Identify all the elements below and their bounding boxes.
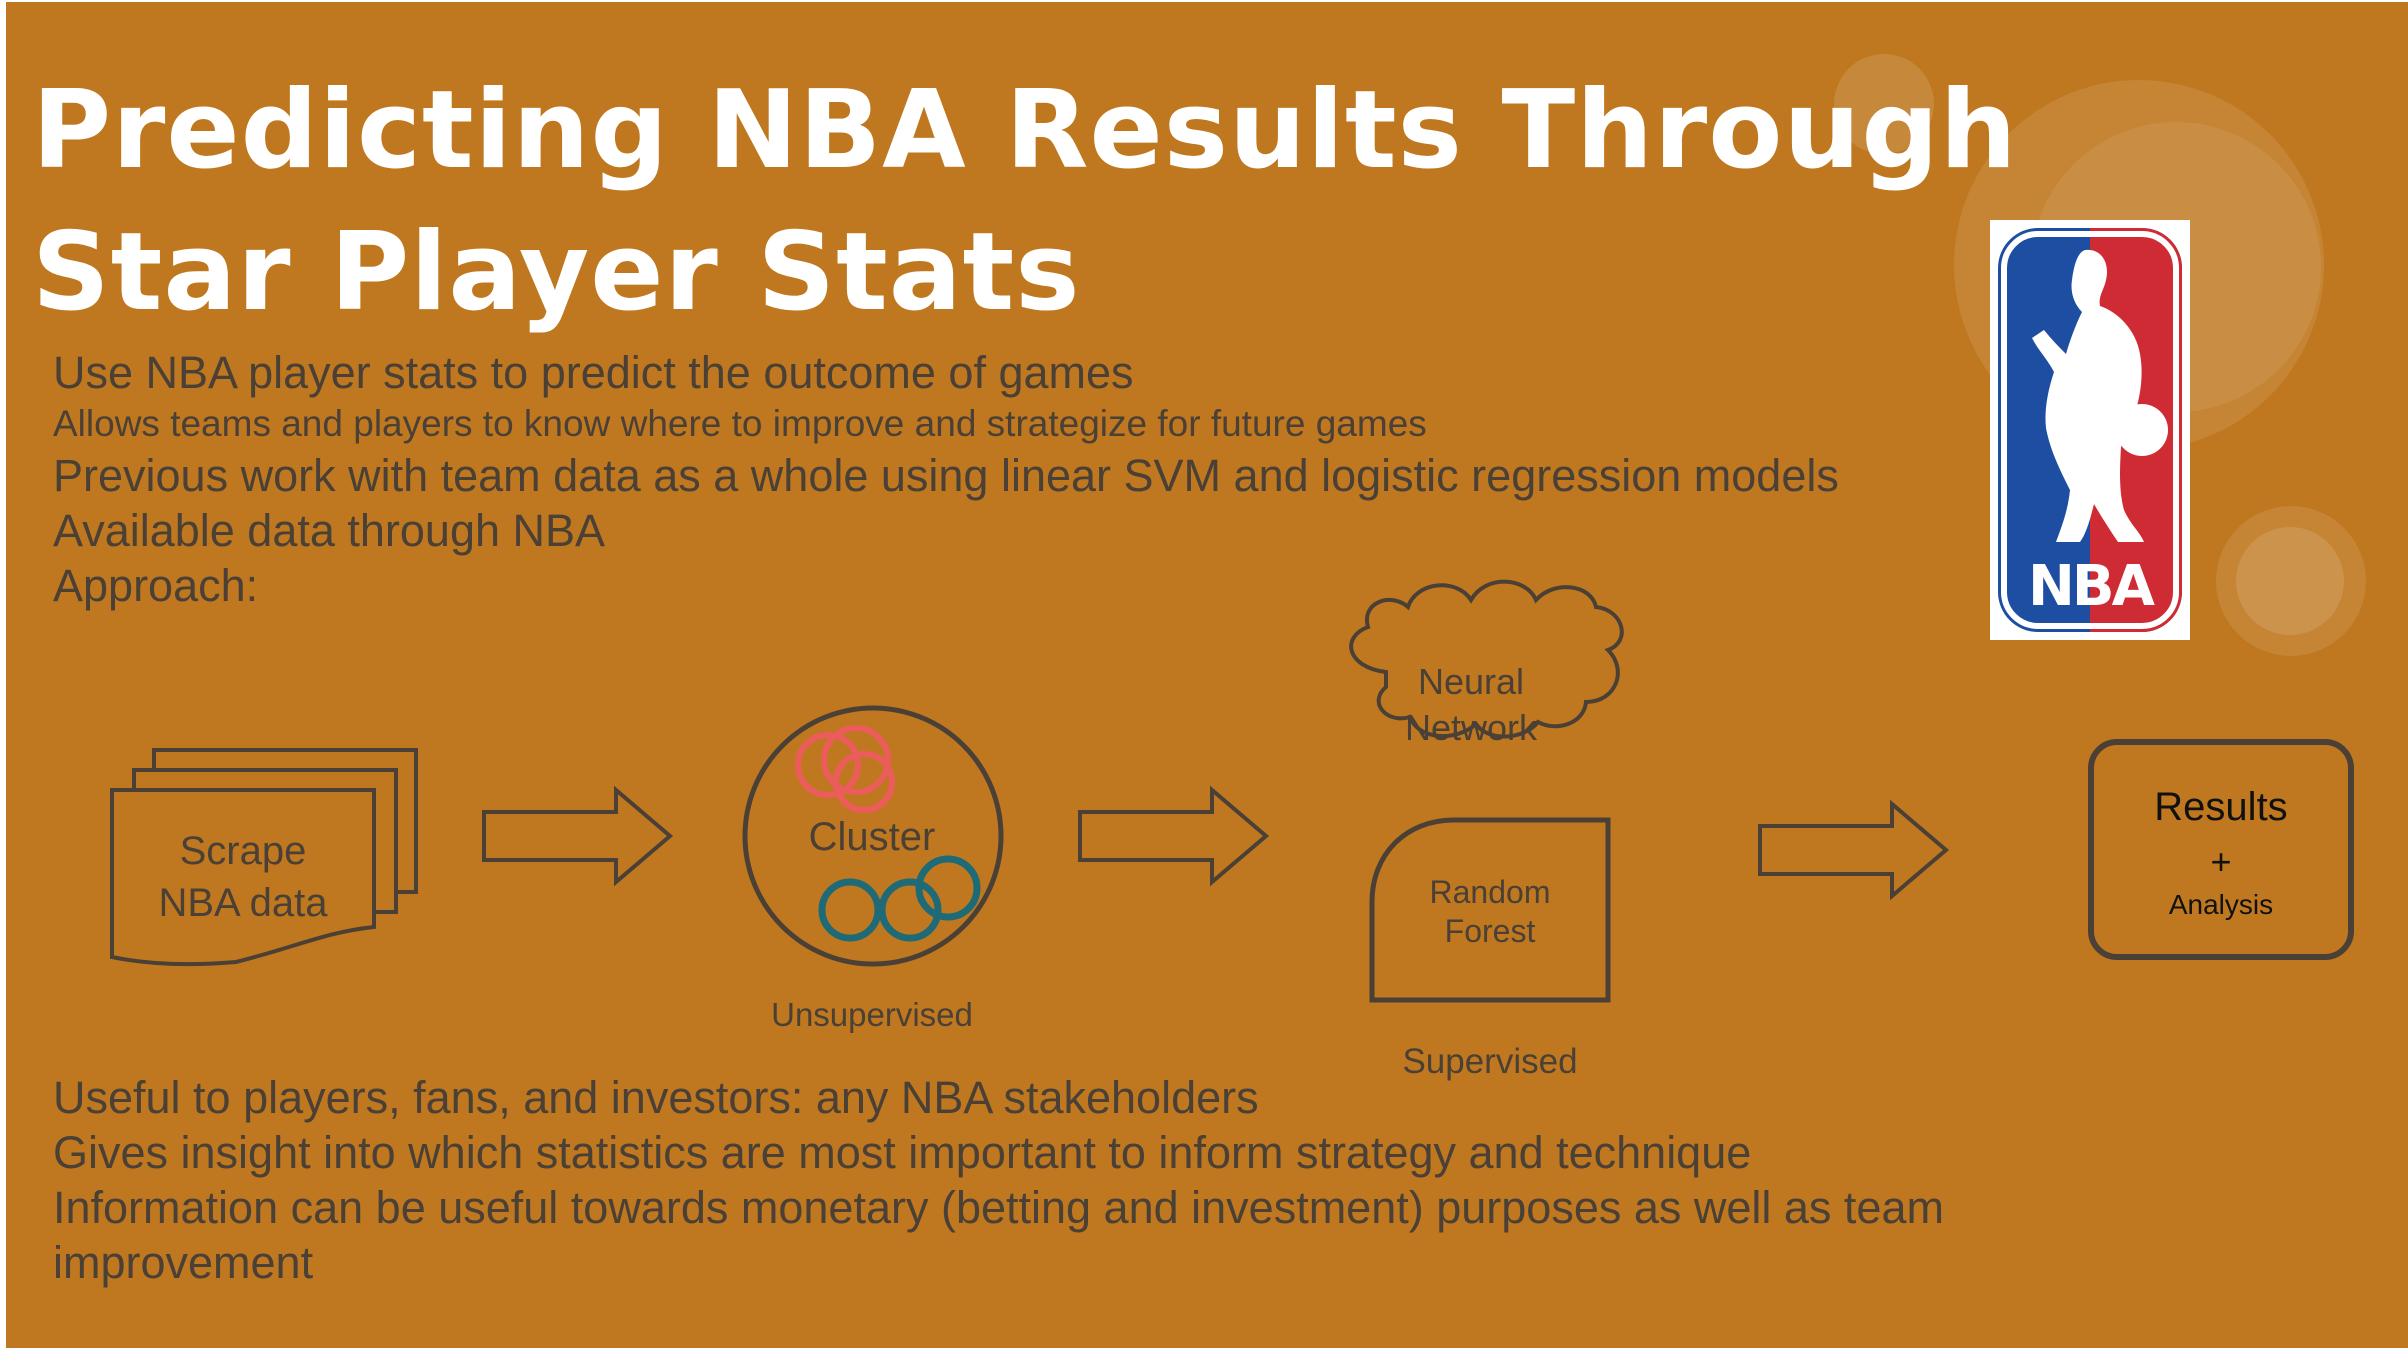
intro-line: Allows teams and players to know where t…	[53, 403, 1427, 444]
cluster-label: Cluster	[809, 815, 936, 859]
decor-circle-right	[2216, 506, 2366, 656]
slide-title: Predicting NBA Results Through Star Play…	[32, 68, 2018, 335]
approach-diagram: Scrape NBA data Cluster Unsupervised Neu…	[110, 579, 2354, 1081]
intro-line: Available data through NBA	[53, 505, 606, 556]
neural-network-cloud	[1349, 579, 1624, 739]
scrape-label-2: NBA data	[158, 881, 328, 925]
nba-logo-text: NBA	[2028, 554, 2156, 619]
random-forest-node	[1369, 817, 1611, 1003]
plus-label: +	[2210, 841, 2231, 882]
arrow-1	[482, 785, 674, 887]
outro-line: Useful to players, fans, and investors: …	[53, 1072, 1259, 1123]
cluster-teal-icon	[818, 855, 981, 942]
neural-label-2: Network	[1405, 707, 1538, 748]
cluster-red-icon	[795, 725, 895, 813]
intro-line: Previous work with team data as a whole …	[53, 450, 1839, 501]
outro-line: Gives insight into which statistics are …	[53, 1127, 1752, 1178]
scrape-label-1: Scrape	[180, 829, 307, 873]
intro-line: Approach:	[53, 560, 259, 611]
outro-line: improvement	[53, 1237, 314, 1288]
results-label: Results	[2154, 785, 2287, 829]
cluster-node	[742, 705, 1004, 967]
intro-line: Use NBA player stats to predict the outc…	[53, 347, 1134, 398]
analysis-label: Analysis	[2169, 889, 2273, 920]
nba-logo: NBA	[1990, 220, 2190, 640]
arrow-3	[1758, 799, 1950, 901]
neural-label-1: Neural	[1418, 661, 1524, 702]
unsupervised-label: Unsupervised	[771, 996, 973, 1033]
slide: Predicting NBA Results Through Star Play…	[6, 2, 2408, 1348]
scrape-node	[110, 748, 418, 967]
decor-circle-small	[1834, 54, 1934, 154]
arrow-2	[1078, 785, 1270, 887]
outro-line: Information can be useful towards moneta…	[53, 1182, 1944, 1233]
random-forest-label-2: Forest	[1445, 913, 1536, 949]
random-forest-label-1: Random	[1430, 874, 1551, 910]
decor-circle-right-inner	[2236, 527, 2344, 635]
supervised-label: Supervised	[1402, 1042, 1577, 1081]
results-box	[2088, 739, 2354, 960]
